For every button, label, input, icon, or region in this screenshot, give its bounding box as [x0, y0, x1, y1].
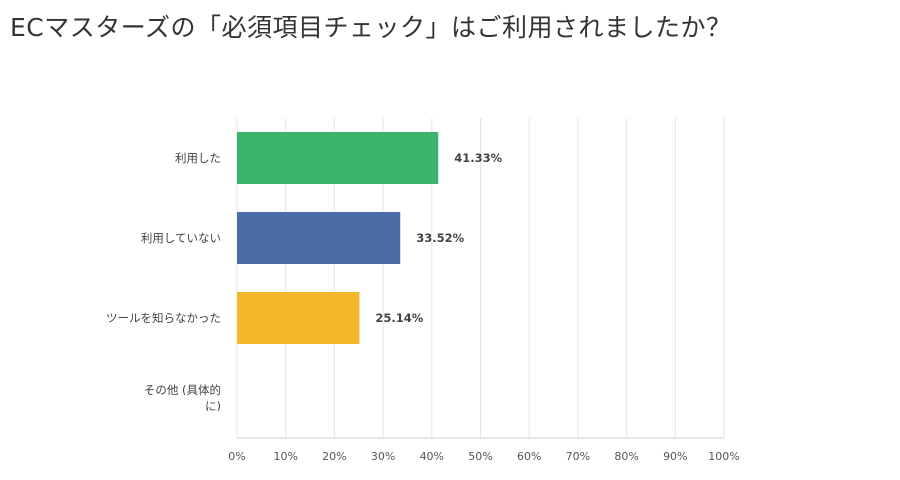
value-labels: 41.33% 33.52% 25.14% [375, 151, 502, 325]
x-tick-label: 0% [228, 450, 245, 463]
chart-title: ECマスターズの「必須項目チェック」はご利用されましたか？ [10, 13, 732, 42]
x-tick-label: 90% [663, 450, 687, 463]
x-tick-label: 80% [614, 450, 638, 463]
category-label: その他 (具体的 [144, 383, 221, 397]
category-label: 利用していない [141, 231, 221, 245]
x-tick-label: 20% [322, 450, 346, 463]
value-label: 25.14% [375, 311, 423, 325]
category-label: に) [205, 399, 221, 413]
bar[interactable] [237, 292, 360, 344]
x-tick-label: 100% [708, 450, 739, 463]
x-tick-label: 10% [273, 450, 297, 463]
x-tick-label: 40% [420, 450, 444, 463]
x-tick-label: 30% [371, 450, 395, 463]
bar[interactable] [237, 132, 439, 184]
category-label: ツールを知らなかった [106, 311, 221, 325]
bars [237, 132, 439, 344]
tick-labels: 0% 10% 20% 30% 40% 50% 60% 70% 80% 90% 100% [228, 450, 739, 463]
value-label: 41.33% [454, 151, 502, 165]
bar[interactable] [237, 212, 401, 264]
x-tick-label: 50% [468, 450, 492, 463]
value-label: 33.52% [416, 231, 464, 245]
category-label: 利用した [175, 151, 221, 165]
x-tick-label: 70% [566, 450, 590, 463]
x-tick-label: 60% [517, 450, 541, 463]
